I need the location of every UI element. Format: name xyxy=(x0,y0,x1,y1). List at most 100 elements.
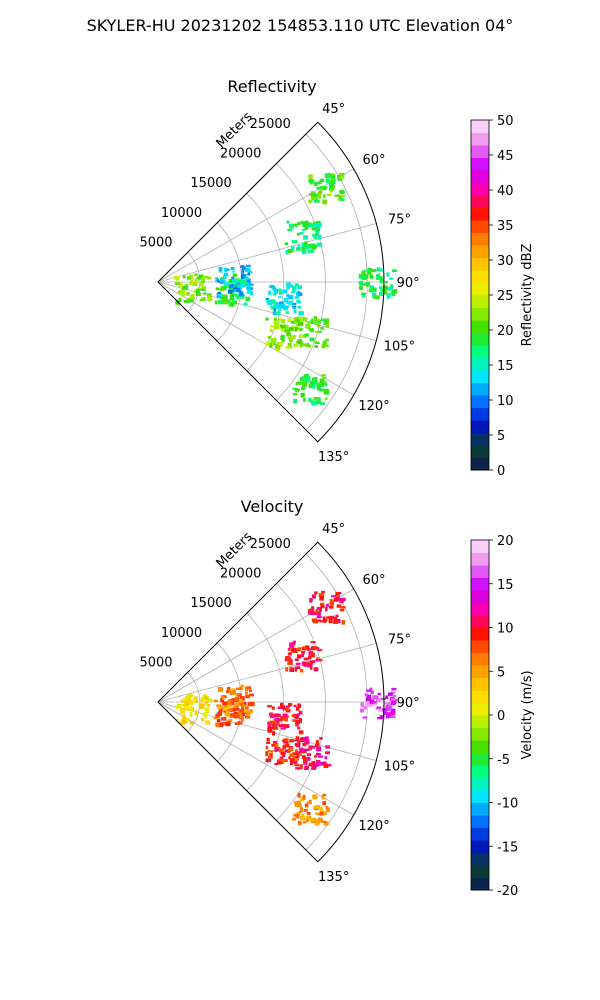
echo-pixel xyxy=(316,386,321,391)
echo-pixel xyxy=(267,728,273,733)
echo-pixel xyxy=(248,689,252,693)
echo-pixel xyxy=(294,764,300,767)
echo-pixel xyxy=(308,656,312,660)
echo-pixel xyxy=(220,295,226,299)
colorbar-segment xyxy=(471,232,489,246)
echo-pixel xyxy=(315,740,319,745)
echo-pixel xyxy=(311,761,316,765)
echo-pixel xyxy=(374,295,380,299)
echo-pixel xyxy=(204,708,210,712)
echo-pixel xyxy=(291,641,296,645)
echo-pixel xyxy=(303,760,308,765)
echo-pixel xyxy=(325,763,332,767)
echo-pixel xyxy=(309,818,315,822)
echo-pixel xyxy=(237,711,243,714)
echo-pixel xyxy=(297,327,302,330)
echo-pixel xyxy=(180,289,186,294)
echo-pixel xyxy=(386,293,391,297)
echo-pixel xyxy=(388,714,392,719)
echo-pixel xyxy=(202,702,208,706)
echo-pixel xyxy=(298,334,302,339)
echo-pixel xyxy=(268,721,273,725)
echo-pixel xyxy=(330,595,336,598)
echo-pixel xyxy=(319,812,324,815)
echo-pixel xyxy=(277,706,283,709)
echo-pixel xyxy=(372,292,377,298)
echo-pixel xyxy=(289,647,294,651)
echo-pixel xyxy=(311,227,317,231)
echo-pixel xyxy=(289,763,294,766)
echo-pixel xyxy=(229,713,235,717)
echo-pixel xyxy=(287,342,292,347)
echo-pixel xyxy=(274,343,278,349)
echo-pixel xyxy=(230,267,235,271)
echo-pixel xyxy=(304,645,310,650)
echo-pixel xyxy=(184,700,190,706)
echo-pixel xyxy=(323,321,328,325)
colorbar-segment xyxy=(471,295,489,308)
echo-pixel xyxy=(325,805,329,810)
echo-pixel xyxy=(322,199,328,205)
echo-cell xyxy=(265,282,304,316)
echo-pixel xyxy=(269,753,273,756)
echo-pixel xyxy=(201,697,205,702)
echo-pixel xyxy=(234,693,240,696)
echo-pixel xyxy=(314,667,319,672)
echo-pixel xyxy=(324,319,328,324)
echo-pixel xyxy=(340,597,346,602)
echo-pixel xyxy=(265,745,269,750)
echo-pixel xyxy=(340,198,345,201)
echo-pixel xyxy=(299,231,304,235)
echo-pixel xyxy=(301,246,305,251)
colorbar-segment xyxy=(471,752,489,766)
colorbar-segment xyxy=(471,432,489,446)
echo-pixel xyxy=(278,748,284,753)
echo-pixel xyxy=(247,289,253,294)
echo-pixel xyxy=(326,172,332,178)
echo-pixel xyxy=(272,706,275,710)
echo-pixel xyxy=(289,338,293,343)
echo-pixel xyxy=(313,755,318,758)
echo-pixel xyxy=(392,694,397,698)
echo-pixel xyxy=(227,707,233,710)
colorbar-segment xyxy=(471,802,489,816)
echo-pixel xyxy=(237,721,243,725)
echo-pixel xyxy=(227,700,233,704)
colorbar-tick-label: 10 xyxy=(497,622,514,637)
colorbar-segment xyxy=(471,602,489,616)
echo-pixel xyxy=(339,608,345,612)
echo-pixel xyxy=(204,720,211,725)
echo-pixel xyxy=(330,182,335,187)
echo-layer xyxy=(174,172,398,406)
echo-pixel xyxy=(185,718,190,722)
echo-pixel xyxy=(302,222,307,228)
echo-pixel xyxy=(186,292,191,296)
echo-pixel xyxy=(306,748,310,752)
echo-pixel xyxy=(290,753,293,757)
echo-pixel xyxy=(325,807,331,813)
echo-pixel xyxy=(314,345,318,348)
echo-cell xyxy=(267,702,304,736)
echo-pixel xyxy=(280,327,286,332)
echo-pixel xyxy=(369,687,373,692)
colorbar-tick-label: 15 xyxy=(497,578,514,593)
echo-pixel xyxy=(296,753,300,758)
echo-pixel xyxy=(294,802,300,808)
echo-pixel xyxy=(376,706,381,709)
echo-pixel xyxy=(180,699,185,703)
colorbar-tick-label: 50 xyxy=(497,114,514,129)
echo-pixel xyxy=(317,234,322,240)
echo-pixel xyxy=(233,707,240,711)
echo-pixel xyxy=(297,740,301,745)
echo-pixel xyxy=(310,612,315,616)
echo-pixel xyxy=(318,659,323,662)
echo-pixel xyxy=(281,338,285,343)
echo-pixel xyxy=(321,376,327,379)
echo-pixel xyxy=(187,276,191,280)
echo-pixel xyxy=(310,320,316,324)
echo-pixel xyxy=(360,703,364,708)
echo-pixel xyxy=(319,607,322,612)
echo-pixel xyxy=(222,301,227,305)
echo-pixel xyxy=(288,652,292,655)
echo-pixel xyxy=(291,246,295,249)
